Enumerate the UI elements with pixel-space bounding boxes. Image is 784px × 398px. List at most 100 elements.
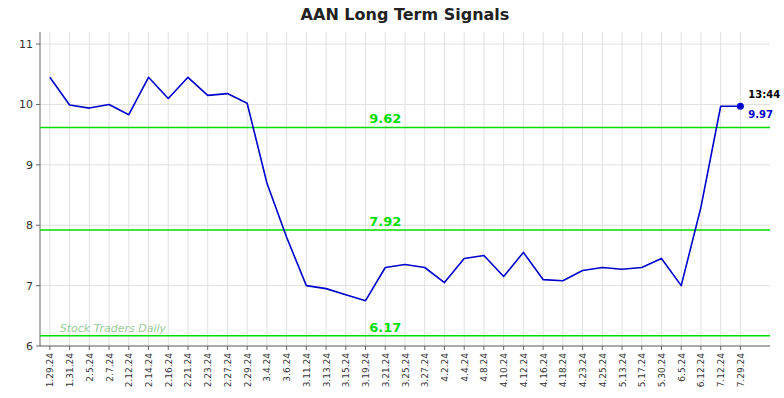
tick-label: 4.2.24 <box>440 353 450 382</box>
grid-line <box>385 32 386 346</box>
grid-line <box>602 32 603 346</box>
tick <box>247 346 248 350</box>
grid-line <box>641 32 642 346</box>
tick <box>700 346 701 350</box>
tick-label: 3.25.24 <box>401 353 411 388</box>
tick <box>503 346 504 350</box>
annotation: 9.97 <box>748 109 773 120</box>
grid-line <box>543 32 544 346</box>
tick-label: 7.12.24 <box>716 353 726 388</box>
tick <box>168 346 169 350</box>
tick <box>36 104 40 105</box>
tick-label: 8 <box>26 219 33 232</box>
reference-label: 9.62 <box>369 111 401 126</box>
tick <box>36 285 40 286</box>
tick <box>365 346 366 350</box>
tick-label: 2.16.24 <box>164 353 174 388</box>
tick <box>582 346 583 350</box>
tick-label: 2.5.24 <box>85 353 95 382</box>
grid-line <box>720 32 721 346</box>
tick-label: 3.15.24 <box>341 353 351 388</box>
tick-label: 4.18.24 <box>558 353 568 388</box>
tick-label: 2.23.24 <box>203 353 213 388</box>
line <box>50 77 741 300</box>
grid-line <box>69 32 70 346</box>
grid-line <box>661 32 662 346</box>
tick <box>326 346 327 350</box>
tick-label: 10 <box>19 98 33 111</box>
tick-label: 3.13.24 <box>322 353 332 388</box>
tick-label: 6 <box>26 340 33 353</box>
tick <box>444 346 445 350</box>
grid-line <box>424 32 425 346</box>
tick <box>720 346 721 350</box>
tick-label: 4.12.24 <box>519 353 529 388</box>
grid-line <box>326 32 327 346</box>
grid-line <box>266 32 267 346</box>
tick <box>36 225 40 226</box>
reference-line <box>40 127 770 129</box>
y-axis <box>40 32 41 346</box>
tick <box>207 346 208 350</box>
tick <box>483 346 484 350</box>
tick-label: 2.12.24 <box>124 353 134 388</box>
tick-label: 3.19.24 <box>361 353 371 388</box>
tick-label: 4.16.24 <box>539 353 549 388</box>
tick-label: 2.27.24 <box>223 353 233 388</box>
tick-label: 6.12.24 <box>696 353 706 388</box>
tick-label: 1.31.24 <box>65 353 75 388</box>
tick <box>36 164 40 165</box>
tick <box>128 346 129 350</box>
tick <box>306 346 307 350</box>
tick-label: 7.29.24 <box>736 353 746 388</box>
tick-label: 4.8.24 <box>479 353 489 382</box>
tick-label: 3.21.24 <box>381 353 391 388</box>
tick-label: 4.23.24 <box>578 353 588 388</box>
grid-line <box>89 32 90 346</box>
tick <box>36 346 40 347</box>
tick-label: 1.29.24 <box>45 353 55 388</box>
grid-line <box>523 32 524 346</box>
tick <box>227 346 228 350</box>
grid-line <box>247 32 248 346</box>
tick <box>740 346 741 350</box>
tick-label: 4.10.24 <box>499 353 509 388</box>
tick <box>148 346 149 350</box>
plot-area <box>40 77 770 335</box>
tick-label: 2.14.24 <box>144 353 154 388</box>
watermark: Stock Traders Daily <box>60 322 167 335</box>
tick <box>464 346 465 350</box>
tick <box>641 346 642 350</box>
grid-line <box>740 32 741 346</box>
tick <box>109 346 110 350</box>
tick-label: 5.30.24 <box>657 353 667 388</box>
annotation: 13:44 <box>748 89 780 100</box>
tick-label: 6.5.24 <box>677 353 687 382</box>
grid-line <box>109 32 110 346</box>
reference-label: 6.17 <box>369 320 401 335</box>
grid-line <box>503 32 504 346</box>
tick-label: 9 <box>26 159 33 172</box>
tick-label: 11 <box>19 38 33 51</box>
grid-line <box>306 32 307 346</box>
grid-line <box>622 32 623 346</box>
grid-line <box>700 32 701 346</box>
tick-label: 3.4.24 <box>262 353 272 382</box>
tick <box>286 346 287 350</box>
tick-label: 4.4.24 <box>460 353 470 382</box>
grid-line <box>681 32 682 346</box>
grid-line <box>345 32 346 346</box>
grid-line <box>562 32 563 346</box>
tick-label: 3.11.24 <box>302 353 312 388</box>
tick <box>187 346 188 350</box>
tick <box>405 346 406 350</box>
tick <box>345 346 346 350</box>
tick <box>89 346 90 350</box>
grid-line <box>286 32 287 346</box>
tick <box>602 346 603 350</box>
reference-label: 7.92 <box>369 214 401 229</box>
tick <box>661 346 662 350</box>
tick-label: 3.27.24 <box>420 353 430 388</box>
tick <box>622 346 623 350</box>
tick-label: 7 <box>26 280 33 293</box>
